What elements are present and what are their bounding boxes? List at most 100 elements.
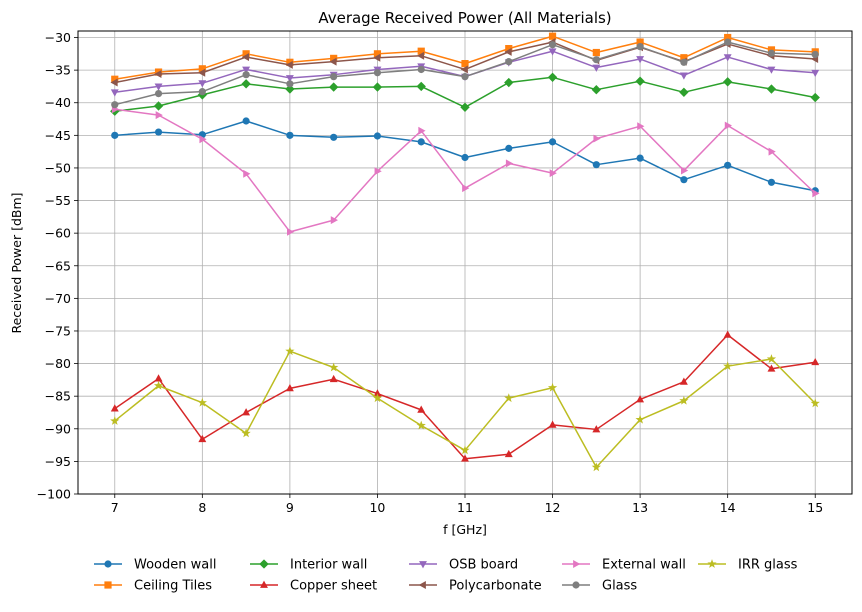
data-point xyxy=(154,70,162,78)
data-point xyxy=(285,60,293,69)
data-point xyxy=(110,78,118,87)
legend-label: Copper sheet xyxy=(290,579,377,594)
data-point xyxy=(679,72,688,80)
data-point xyxy=(373,69,382,77)
data-point xyxy=(636,43,644,51)
data-point xyxy=(417,65,425,74)
y-tick-label: −65 xyxy=(45,258,71,273)
data-point xyxy=(766,354,777,363)
data-point xyxy=(548,48,557,56)
data-point xyxy=(198,68,206,77)
series-ceiling-tiles xyxy=(111,32,819,83)
data-point xyxy=(153,380,164,390)
data-point xyxy=(199,135,207,144)
data-point xyxy=(111,101,119,109)
data-point xyxy=(461,454,469,462)
data-point xyxy=(373,389,382,397)
legend-label: Glass xyxy=(602,579,637,594)
data-point xyxy=(154,83,163,91)
data-point xyxy=(330,54,338,62)
data-point xyxy=(373,53,381,62)
legend-label: OSB board xyxy=(449,558,518,573)
data-point xyxy=(285,346,295,356)
data-point xyxy=(681,166,689,175)
legend-marker xyxy=(419,561,427,569)
data-point xyxy=(198,65,206,73)
data-point xyxy=(154,128,163,136)
legend-marker xyxy=(573,560,581,568)
data-point xyxy=(811,357,820,366)
x-tick-label: 15 xyxy=(807,500,823,515)
data-point xyxy=(810,92,820,103)
data-point xyxy=(418,126,426,135)
data-point xyxy=(330,133,338,141)
data-point xyxy=(461,153,469,162)
data-point xyxy=(241,428,251,438)
data-point xyxy=(417,47,425,55)
data-point xyxy=(505,45,513,53)
x-tick-label: 10 xyxy=(369,500,385,515)
data-point xyxy=(505,159,514,168)
data-point xyxy=(504,47,512,56)
x-tick-label: 11 xyxy=(457,500,473,515)
legend-label: Wooden wall xyxy=(134,558,216,573)
data-point xyxy=(155,111,163,120)
series-wooden-wall xyxy=(111,117,819,195)
data-point xyxy=(417,138,425,146)
data-point xyxy=(198,88,206,96)
legend-marker xyxy=(104,560,112,568)
data-point xyxy=(547,382,558,392)
data-point xyxy=(504,449,513,458)
x-tick-label: 9 xyxy=(286,500,294,515)
legend-item: Copper sheet xyxy=(250,579,377,594)
data-point xyxy=(285,84,295,94)
legend-marker xyxy=(260,580,268,588)
y-axis-title: Received Power [dBm] xyxy=(9,192,24,333)
data-point xyxy=(462,184,470,193)
x-tick-label: 12 xyxy=(545,500,561,515)
y-tick-label: −80 xyxy=(45,356,71,371)
data-point xyxy=(242,408,251,416)
x-tick-label: 13 xyxy=(632,500,648,515)
x-axis-title: f [GHz] xyxy=(443,522,487,537)
series-external-wall xyxy=(111,105,820,236)
data-point xyxy=(110,404,119,412)
data-point xyxy=(766,84,777,94)
legend-marker xyxy=(418,581,426,589)
data-point xyxy=(680,58,688,66)
data-point xyxy=(592,48,600,57)
data-point xyxy=(243,169,251,178)
data-point xyxy=(504,77,514,88)
legend-item: Ceiling Tiles xyxy=(94,579,212,594)
data-point xyxy=(680,176,688,184)
data-point xyxy=(504,393,514,403)
data-point xyxy=(154,90,163,98)
legend-item: OSB board xyxy=(409,558,518,573)
data-point xyxy=(722,77,733,87)
data-point xyxy=(635,414,645,424)
legend-marker xyxy=(259,559,269,569)
axis-ticks: 7 8 9 10 11 12 13 14 15 −100 −95 −90 −85 −80 −75 −70 −65… xyxy=(37,30,824,515)
data-point xyxy=(286,131,294,139)
data-point xyxy=(724,121,732,130)
data-point xyxy=(724,161,732,169)
y-tick-label: −45 xyxy=(45,128,71,143)
data-point xyxy=(592,56,600,64)
data-point xyxy=(198,80,207,88)
data-point xyxy=(505,58,513,66)
y-tick-label: −100 xyxy=(37,487,71,502)
data-point xyxy=(372,393,383,403)
data-point xyxy=(767,49,776,57)
legend-label: IRR glass xyxy=(738,558,798,573)
y-tick-label: −50 xyxy=(45,160,71,175)
y-tick-label: −35 xyxy=(45,63,71,78)
series-glass xyxy=(111,38,819,109)
data-point xyxy=(505,144,513,152)
x-tick-label: 8 xyxy=(198,500,206,515)
data-point xyxy=(242,66,251,74)
data-point xyxy=(330,216,338,225)
data-point xyxy=(593,134,601,143)
